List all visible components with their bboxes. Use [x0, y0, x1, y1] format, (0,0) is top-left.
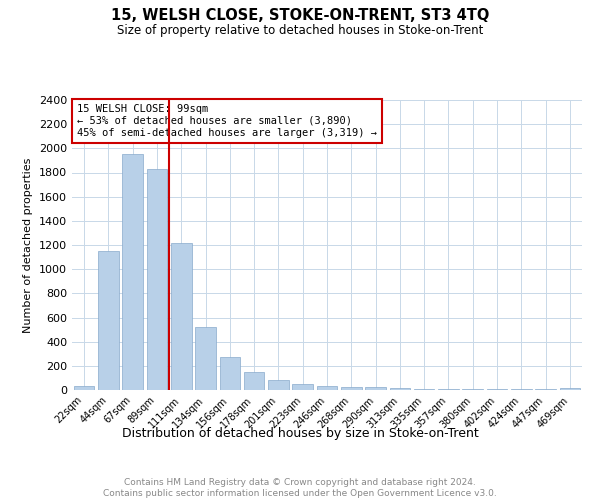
Bar: [98, 251, 119, 390]
Bar: [438, 389, 459, 390]
Text: Contains HM Land Registry data © Crown copyright and database right 2024.
Contai: Contains HM Land Registry data © Crown c…: [103, 478, 497, 498]
Bar: [195, 327, 216, 390]
Bar: [463, 389, 483, 390]
Bar: [74, 386, 94, 390]
Bar: [268, 380, 289, 390]
Bar: [122, 154, 143, 390]
Bar: [146, 169, 167, 390]
Bar: [414, 389, 434, 390]
Bar: [292, 384, 313, 390]
Bar: [244, 372, 265, 390]
Bar: [220, 358, 240, 390]
Bar: [365, 387, 386, 390]
Text: 15, WELSH CLOSE, STOKE-ON-TRENT, ST3 4TQ: 15, WELSH CLOSE, STOKE-ON-TRENT, ST3 4TQ: [111, 8, 489, 22]
Text: 15 WELSH CLOSE: 99sqm
← 53% of detached houses are smaller (3,890)
45% of semi-d: 15 WELSH CLOSE: 99sqm ← 53% of detached …: [77, 104, 377, 138]
Bar: [317, 386, 337, 390]
Bar: [171, 242, 191, 390]
Bar: [389, 388, 410, 390]
Y-axis label: Number of detached properties: Number of detached properties: [23, 158, 34, 332]
Bar: [560, 388, 580, 390]
Text: Size of property relative to detached houses in Stoke-on-Trent: Size of property relative to detached ho…: [117, 24, 483, 37]
Text: Distribution of detached houses by size in Stoke-on-Trent: Distribution of detached houses by size …: [122, 428, 478, 440]
Bar: [341, 388, 362, 390]
